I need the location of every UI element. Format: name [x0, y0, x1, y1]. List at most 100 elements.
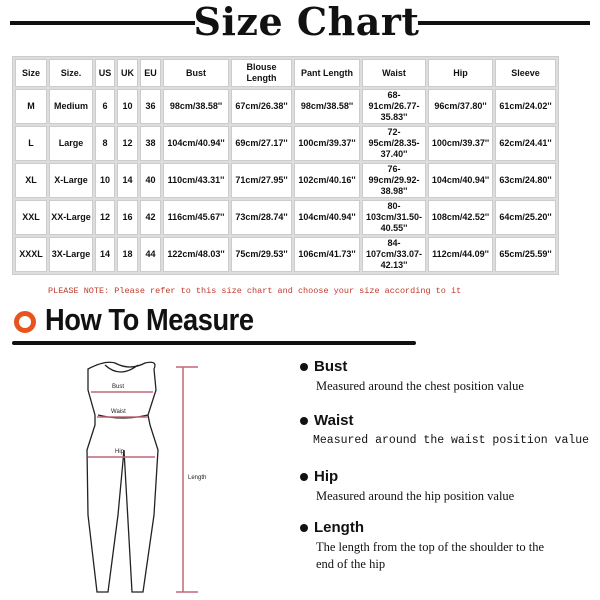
table-cell: 102cm/40.16'' [294, 163, 360, 198]
table-cell: 10 [95, 163, 115, 198]
table-cell: 112cm/44.09'' [428, 237, 493, 272]
measure-name: Waist [314, 412, 354, 429]
measure-name: Length [314, 519, 364, 536]
waist-label: Waist [111, 409, 126, 415]
column-header: Size [15, 59, 47, 87]
size-note: PLEASE NOTE: Please refer to this size c… [48, 286, 462, 296]
table-cell: 18 [117, 237, 138, 272]
table-cell: 14 [95, 237, 115, 272]
measure-item-length: Length The length from the top of the sh… [300, 519, 551, 573]
table-cell: 10 [117, 89, 138, 124]
table-cell: 42 [140, 200, 161, 235]
page-title: Size Chart [193, 0, 420, 44]
measure-desc: Measured around the hip position value [316, 489, 515, 503]
table-cell: X-Large [49, 163, 93, 198]
table-cell: 71cm/27.95'' [231, 163, 292, 198]
table-cell: 67cm/26.38'' [231, 89, 292, 124]
table-cell: 73cm/28.74'' [231, 200, 292, 235]
bullet-icon [300, 417, 308, 425]
bullet-icon [300, 524, 308, 532]
table-cell: 65cm/25.59'' [495, 237, 556, 272]
table-cell: 40 [140, 163, 161, 198]
bullet-icon [300, 363, 308, 371]
jumpsuit-figure: Bust Waist Hip Length [86, 361, 206, 593]
table-cell: 38 [140, 126, 161, 161]
table-cell: 98cm/38.58'' [163, 89, 229, 124]
hip-label: Hip [115, 449, 125, 455]
measure-item-bust: Bust Measured around the chest position … [300, 358, 596, 395]
table-cell: Large [49, 126, 93, 161]
measure-name: Hip [314, 468, 339, 485]
table-cell: Medium [49, 89, 93, 124]
measure-desc: Measured around the chest position value [316, 379, 524, 393]
column-header: Sleeve [495, 59, 556, 87]
table-cell: 108cm/42.52'' [428, 200, 493, 235]
table-cell: 44 [140, 237, 161, 272]
section-divider [12, 341, 416, 345]
table-cell: 110cm/43.31'' [163, 163, 229, 198]
column-header: EU [140, 59, 161, 87]
column-header: Hip [428, 59, 493, 87]
table-cell: 104cm/40.94'' [294, 200, 360, 235]
table-cell: 14 [117, 163, 138, 198]
table-row: L Large 8 12 38 104cm/40.94'' 69cm/27.17'' 100c… [15, 126, 556, 161]
measure-name: Bust [314, 358, 348, 375]
table-cell: 72-95cm/28.35-37.40'' [362, 126, 426, 161]
table-cell: XX-Large [49, 200, 93, 235]
table-cell: 36 [140, 89, 161, 124]
table-cell: 106cm/41.73'' [294, 237, 360, 272]
column-header: Bust [163, 59, 229, 87]
table-cell: 116cm/45.67'' [163, 200, 229, 235]
table-cell: 69cm/27.17'' [231, 126, 292, 161]
title-line-left [10, 21, 195, 25]
circle-icon [14, 311, 36, 333]
length-label: Length [188, 475, 206, 481]
table-cell: 80-103cm/31.50-40.55'' [362, 200, 426, 235]
how-to-measure-title: How To Measure [45, 302, 254, 337]
table-cell: 12 [95, 200, 115, 235]
table-cell: XXXL [15, 237, 47, 272]
column-header: UK [117, 59, 138, 87]
table-cell: M [15, 89, 47, 124]
table-cell: 75cm/29.53'' [231, 237, 292, 272]
table-cell: 98cm/38.58'' [294, 89, 360, 124]
table-cell: 61cm/24.02'' [495, 89, 556, 124]
table-cell: 96cm/37.80'' [428, 89, 493, 124]
table-cell: 68-91cm/26.77-35.83'' [362, 89, 426, 124]
table-cell: 64cm/25.20'' [495, 200, 556, 235]
table-cell: 122cm/48.03'' [163, 237, 229, 272]
measure-desc: The length from the top of the shoulder … [316, 540, 545, 571]
table-row: XL X-Large 10 14 40 110cm/43.31'' 71cm/27.95''… [15, 163, 556, 198]
figure-outline [86, 361, 159, 593]
table-cell: XL [15, 163, 47, 198]
measure-item-hip: Hip Measured around the hip position val… [300, 468, 596, 505]
table-cell: 76-99cm/29.92-38.98'' [362, 163, 426, 198]
measure-desc: Measured around the waist position value [313, 434, 590, 447]
size-table: Size Size. US UK EU Bust Blouse Length Pant Len… [12, 56, 559, 275]
table-cell: 12 [117, 126, 138, 161]
table-cell: 16 [117, 200, 138, 235]
bullet-icon [300, 473, 308, 481]
column-header: Pant Length [294, 59, 360, 87]
table-row: XXL XX-Large 12 16 42 116cm/45.67'' 73cm/28.74… [15, 200, 556, 235]
table-cell: XXL [15, 200, 47, 235]
column-header: Size. [49, 59, 93, 87]
measure-item-waist: Waist Measured around the waist position… [300, 412, 600, 449]
table-cell: 104cm/40.94'' [163, 126, 229, 161]
title-line-right [418, 21, 590, 25]
table-cell: 100cm/39.37'' [428, 126, 493, 161]
table-row: M Medium 6 10 36 98cm/38.58'' 67cm/26.38'' 98cm… [15, 89, 556, 124]
bust-label: Bust [112, 384, 124, 390]
table-cell: 62cm/24.41'' [495, 126, 556, 161]
column-header: US [95, 59, 115, 87]
table-cell: 84-107cm/33.07-42.13'' [362, 237, 426, 272]
table-cell: 8 [95, 126, 115, 161]
table-cell: 6 [95, 89, 115, 124]
table-cell: 3X-Large [49, 237, 93, 272]
table-cell: 104cm/40.94'' [428, 163, 493, 198]
table-row: XXXL 3X-Large 14 18 44 122cm/48.03'' 75cm/29.5… [15, 237, 556, 272]
table-cell: L [15, 126, 47, 161]
table-cell: 100cm/39.37'' [294, 126, 360, 161]
column-header: Blouse Length [231, 59, 292, 87]
table-header-row: Size Size. US UK EU Bust Blouse Length Pant Len… [15, 59, 556, 87]
